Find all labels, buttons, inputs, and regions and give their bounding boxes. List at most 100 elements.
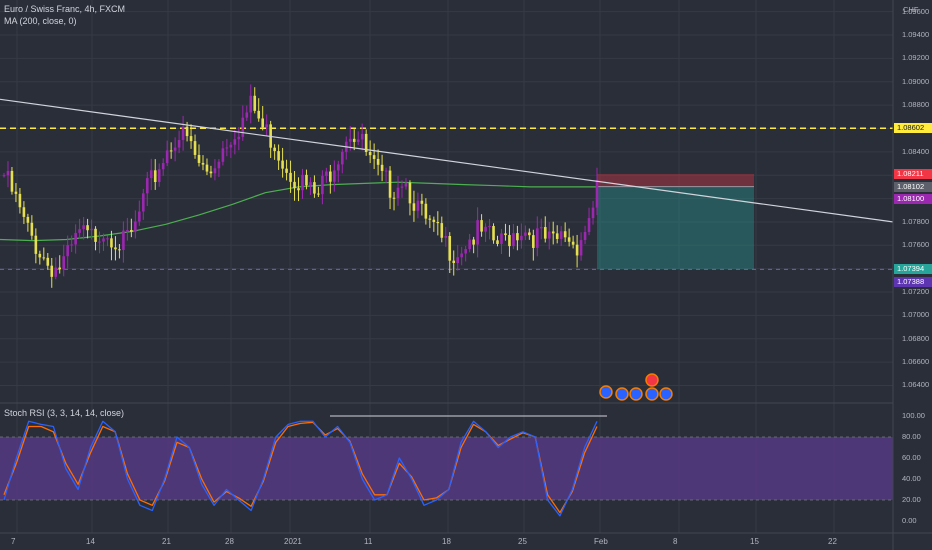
candle-body [197, 154, 201, 163]
candle-body [193, 141, 197, 155]
candle-body [130, 229, 133, 232]
price-axis-bg [893, 0, 932, 550]
candle-body [368, 151, 372, 156]
price-badge: 1.08602 [894, 123, 932, 134]
candle-body [337, 164, 340, 171]
candle-body [420, 200, 424, 204]
candle-body [543, 227, 547, 239]
candle-body [74, 232, 77, 245]
candle-body [285, 168, 288, 173]
currency-label: CHF [903, 5, 919, 14]
candle-body [364, 133, 368, 152]
candle-body [301, 174, 304, 191]
candle-body [30, 222, 34, 236]
candle-body [309, 182, 312, 186]
stoch-k-line [3, 420, 598, 517]
candle-body [536, 228, 539, 248]
candle-body [102, 238, 105, 242]
economic-event-marker [645, 373, 659, 387]
candle-body [508, 235, 511, 247]
price-badge: 1.07394 [894, 264, 932, 275]
candle-body [134, 221, 137, 232]
candle-body [110, 238, 113, 248]
candle-body [58, 267, 62, 270]
candle-body [352, 138, 356, 142]
candle-body [54, 267, 58, 277]
candle-body [145, 178, 149, 194]
candle-body [476, 220, 479, 245]
candle-body [555, 233, 559, 239]
candle-body [18, 193, 22, 208]
candle-body [26, 216, 30, 223]
candle-body [98, 241, 101, 243]
candle-body [583, 231, 587, 241]
economic-event-marker [645, 387, 659, 401]
candle-body [42, 257, 46, 259]
candle-body [153, 170, 157, 183]
symbol-title[interactable]: Euro / Swiss Franc, 4h, FXCM [4, 4, 126, 14]
time-tick-label: 14 [86, 537, 95, 546]
candle-body [551, 231, 555, 234]
candle-body [400, 186, 404, 188]
stoch-rsi-label[interactable]: Stoch RSI (3, 3, 14, 14, close) [4, 408, 125, 418]
candle-body [118, 249, 121, 251]
candle-body [62, 256, 65, 270]
price-badge: 1.08100 [894, 193, 932, 204]
candle-body [34, 235, 38, 254]
candle-body [14, 191, 18, 194]
candle-body [82, 225, 85, 230]
candle-body [452, 260, 456, 264]
time-tick-label: 2021 [284, 537, 302, 546]
candle-body [126, 229, 129, 231]
time-tick-label: 8 [673, 537, 678, 546]
candle-body [38, 253, 42, 258]
candle-body [512, 233, 515, 247]
time-tick-label: 11 [364, 537, 373, 546]
candle-body [50, 265, 54, 277]
candle-body [157, 169, 161, 183]
candle-body [376, 158, 380, 165]
candle-body [524, 232, 527, 236]
candle-body [432, 219, 436, 223]
economic-event-marker [659, 387, 673, 401]
price-tick-label: 1.06800 [902, 333, 930, 343]
candle-body [436, 222, 440, 224]
candle-body [472, 239, 475, 245]
candle-body [356, 139, 360, 142]
candle-body [313, 182, 316, 194]
candle-body [261, 118, 264, 128]
candle-body [372, 155, 376, 159]
ma-indicator-label[interactable]: MA (200, close, 0) [4, 16, 77, 26]
price-tick-label: 1.07600 [902, 240, 930, 250]
stop-loss-zone [597, 173, 754, 187]
price-tick-label: 1.06600 [902, 357, 930, 367]
candle-body [245, 112, 249, 118]
price-tick-label: 1.09000 [902, 76, 930, 86]
time-tick-label: 25 [518, 537, 527, 546]
candle-body [384, 170, 388, 172]
candle-body [185, 126, 189, 137]
candle-body [480, 220, 483, 232]
stoch-tick-label: 40.00 [902, 474, 921, 483]
candle-body [265, 124, 268, 128]
candle-body [440, 223, 444, 238]
candle-body [333, 170, 336, 182]
candle-body [181, 126, 185, 141]
candle-body [281, 160, 284, 169]
economic-event-marker [599, 385, 613, 399]
candle-body [257, 110, 261, 119]
candle-body [504, 233, 507, 236]
economic-event-marker [615, 387, 629, 401]
candle-body [408, 182, 412, 204]
price-tick-label: 1.07000 [902, 310, 930, 320]
candle-body [122, 230, 125, 250]
stoch-rsi-band [0, 437, 893, 500]
candle-body [165, 150, 169, 163]
candle-body [22, 207, 26, 217]
candle-body [567, 237, 571, 242]
candle-body [169, 150, 173, 152]
stoch-tick-label: 60.00 [902, 453, 921, 462]
candle-body [571, 241, 575, 245]
candle-body [587, 218, 591, 232]
